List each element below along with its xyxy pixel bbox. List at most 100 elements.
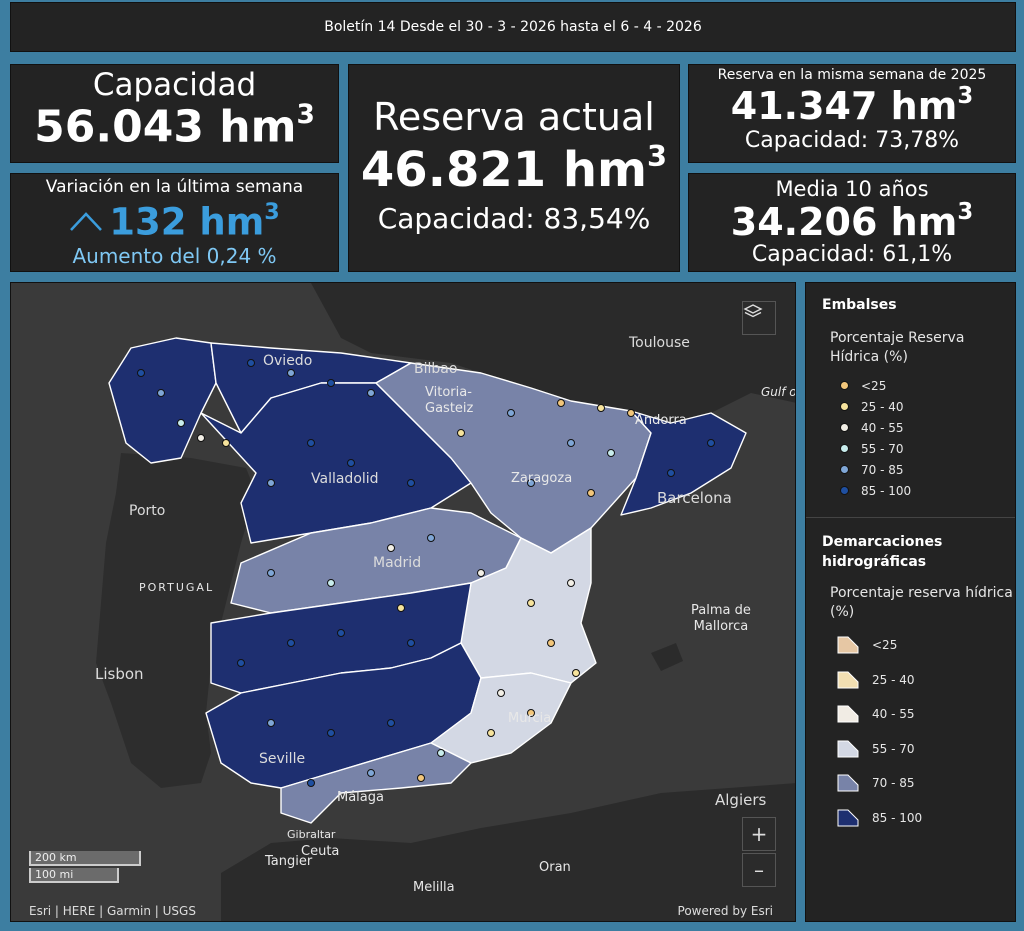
reservoir-dot xyxy=(222,439,230,447)
bulletin-title: Boletín 14 Desde el 30 - 3 - 2026 hasta … xyxy=(324,19,702,35)
legend-point-label: 85 - 100 xyxy=(861,483,912,498)
legend-point-item: 40 - 55 xyxy=(840,417,1015,438)
label-zaragoza: Zaragoza xyxy=(511,471,573,486)
label-gulf: Gulf o xyxy=(761,385,796,399)
africa-land xyxy=(221,783,795,921)
same-week-unit-sup: 3 xyxy=(957,83,974,109)
label-oran: Oran xyxy=(539,860,571,875)
reservoir-dot xyxy=(177,419,185,427)
bulletin-header: Boletín 14 Desde el 30 - 3 - 2026 hasta … xyxy=(10,2,1016,52)
legend-point-swatch xyxy=(840,402,849,411)
label-madrid: Madrid xyxy=(373,555,422,571)
reservoir-dot xyxy=(527,599,535,607)
legend-demarcations-subtitle: Porcentaje reserva hídrica (%) xyxy=(830,585,1013,620)
reservoir-dot xyxy=(407,639,415,647)
layers-button[interactable] xyxy=(742,301,776,335)
current-value: 46.821 hm xyxy=(360,142,648,199)
basin-duero xyxy=(200,382,472,544)
basin-galicia xyxy=(108,337,217,464)
avg10-value-row: 34.206 hm3 xyxy=(689,199,1015,244)
map-canvas[interactable] xyxy=(11,283,796,922)
basin-segura xyxy=(430,672,572,764)
avg10-value: 34.206 hm xyxy=(730,199,958,244)
variation-unit-sup: 3 xyxy=(264,199,280,225)
legend-point-item: 85 - 100 xyxy=(840,480,1015,501)
reservoir-dot xyxy=(557,399,565,407)
label-lisbon: Lisbon xyxy=(95,665,144,683)
weekly-variation-card: Variación en la última semana 132 hm3 Au… xyxy=(10,173,339,272)
reservoir-dot xyxy=(427,534,435,542)
reservoir-dot xyxy=(387,544,395,552)
legend-area-swatch xyxy=(837,774,859,792)
reservoir-dot xyxy=(157,389,165,397)
legend-point-item: 25 - 40 xyxy=(840,396,1015,417)
basin-cataluna xyxy=(620,410,747,516)
legend-reservoirs-subtitle: Porcentaje Reserva Hídrica (%) xyxy=(830,330,965,365)
legend-point-swatch xyxy=(840,465,849,474)
current-unit-sup: 3 xyxy=(647,139,668,173)
label-porto: Porto xyxy=(129,503,166,519)
basin-andaluz-med xyxy=(280,742,472,824)
balearic-land xyxy=(651,643,683,671)
same-week-capacity: Capacidad: 73,78% xyxy=(744,127,960,153)
legend-point-label: <25 xyxy=(861,378,887,393)
label-tangier: Tangier xyxy=(265,854,313,869)
reservoir-dot xyxy=(307,779,315,787)
legend-point-item: <25 xyxy=(840,375,1015,396)
label-algiers: Algiers xyxy=(715,791,767,809)
reservoir-dot xyxy=(497,689,505,697)
zoom-in-button[interactable]: + xyxy=(742,817,776,851)
reservoir-dot xyxy=(627,409,635,417)
reservoir-dot xyxy=(607,449,615,457)
reservoir-dot xyxy=(667,469,675,477)
map-attribution[interactable]: Esri | HERE | Garmin | USGS xyxy=(29,904,196,918)
reservoir-dot xyxy=(547,639,555,647)
variation-value-row: 132 hm3 xyxy=(11,199,338,244)
label-toulouse: Toulouse xyxy=(629,335,690,351)
reservoir-dots xyxy=(137,359,715,787)
label-andorra: Andorra xyxy=(635,413,687,428)
reservoir-dot xyxy=(527,709,535,717)
label-barcelona: Barcelona xyxy=(657,489,732,507)
avg10-capacity: Capacidad: 61,1% xyxy=(751,241,953,267)
current-title: Reserva actual xyxy=(373,95,655,139)
label-bilbao: Bilbao xyxy=(414,361,458,377)
capacity-card: Capacidad 56.043 hm3 xyxy=(10,64,339,163)
reservoir-dot xyxy=(137,369,145,377)
reservoir-dot xyxy=(267,719,275,727)
reservoir-map[interactable]: + – Toulouse Oviedo Bilbao Vitoria- Gast… xyxy=(10,282,796,922)
reservoir-dot xyxy=(327,729,335,737)
legend-point-label: 70 - 85 xyxy=(861,462,904,477)
reservoir-dot xyxy=(572,669,580,677)
same-week-value-row: 41.347 hm3 xyxy=(689,83,1015,128)
reservoir-dot xyxy=(487,729,495,737)
current-capacity: Capacidad: 83,54% xyxy=(377,202,651,236)
zoom-out-button[interactable]: – xyxy=(742,853,776,887)
layers-icon xyxy=(743,304,763,318)
reservoir-dot xyxy=(587,489,595,497)
reservoir-dot xyxy=(287,639,295,647)
reservoir-dot xyxy=(247,359,255,367)
reservoir-dot xyxy=(397,604,405,612)
reservoir-dot xyxy=(367,769,375,777)
legend-area-swatch xyxy=(837,705,859,723)
legend-area-swatch xyxy=(837,740,859,758)
legend-area-item: <25 xyxy=(836,628,1015,663)
avg10-title: Media 10 años xyxy=(775,177,929,201)
legend-area-swatch xyxy=(837,636,859,654)
legend-area-label: 70 - 85 xyxy=(872,776,915,791)
legend-point-swatch xyxy=(840,486,849,495)
reservoir-dot xyxy=(367,389,375,397)
legend-area-label: <25 xyxy=(872,638,898,653)
reservoir-dot xyxy=(477,569,485,577)
legend-area-label: 85 - 100 xyxy=(872,810,923,825)
capacity-value: 56.043 hm xyxy=(34,101,297,153)
scale-bar-km: 200 km xyxy=(29,851,141,866)
legend-point-swatch xyxy=(840,444,849,453)
powered-by-esri[interactable]: Powered by Esri xyxy=(677,904,773,918)
legend-point-label: 40 - 55 xyxy=(861,420,904,435)
capacity-title: Capacidad xyxy=(92,67,257,103)
legend-reservoirs-title: Embalses xyxy=(822,297,897,313)
label-vitoria: Vitoria- Gasteiz xyxy=(425,385,474,416)
reservoir-dot xyxy=(507,409,515,417)
